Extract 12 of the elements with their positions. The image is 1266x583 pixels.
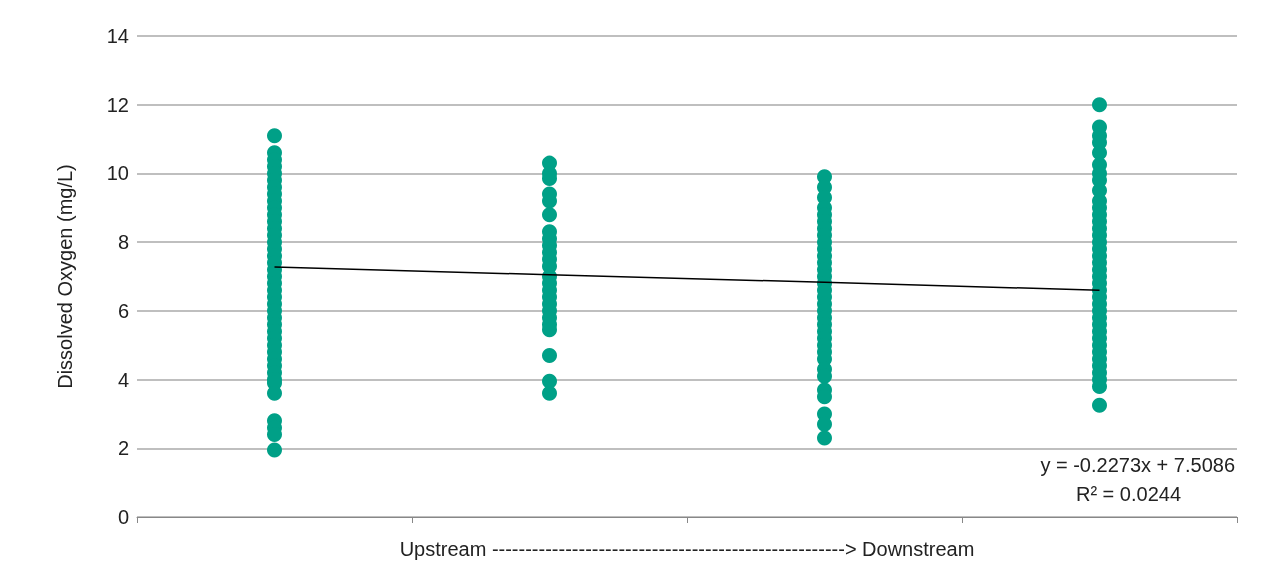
y-tick-label: 0 <box>117 506 129 528</box>
y-tick-label: 8 <box>117 231 129 254</box>
y-tick-label: 14 <box>106 25 129 47</box>
annotation: y = -0.2273x + 7.5086 <box>1040 454 1235 476</box>
y-axis-title: Dissolved Oxygen (mg/L) <box>54 164 76 389</box>
x-axis-title: Upstream -----------------------------------------------------> Downstream <box>399 538 975 560</box>
annotation: R² = 0.0244 <box>1075 483 1182 505</box>
y-tick-label: 2 <box>117 437 129 460</box>
y-tick-label: 10 <box>106 162 129 185</box>
y-tick-label: 12 <box>106 93 129 116</box>
y-tick-label: 6 <box>117 299 129 322</box>
y-tick-label: 4 <box>117 368 129 391</box>
